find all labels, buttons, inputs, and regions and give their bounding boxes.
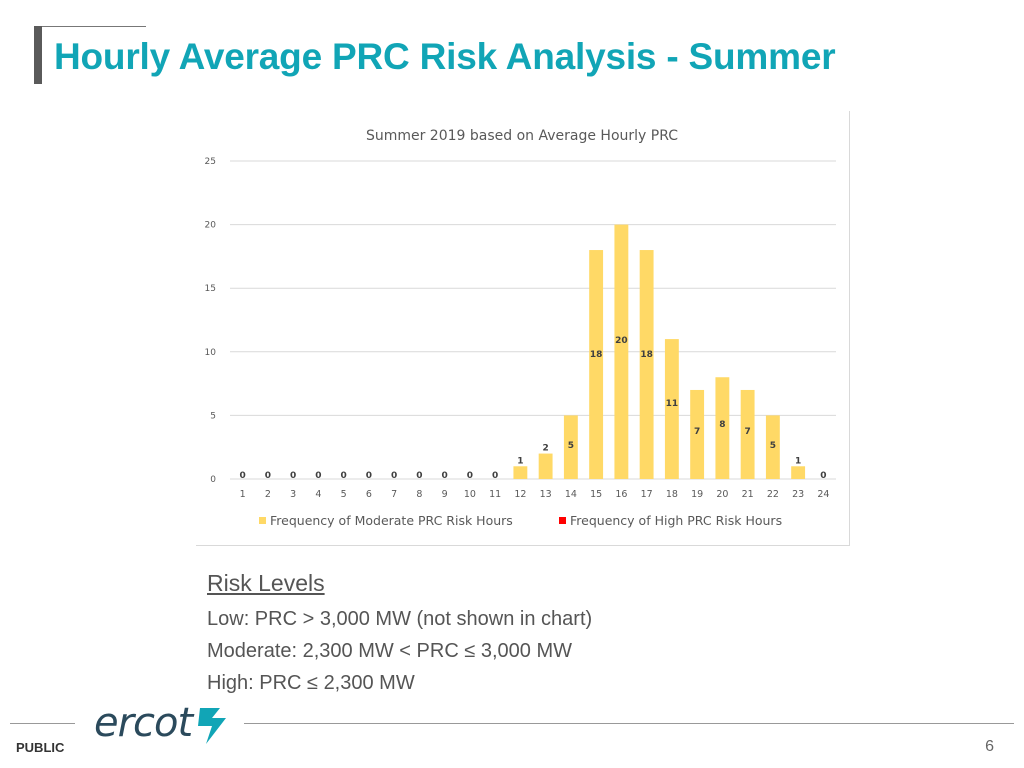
x-tick-label: 16 [615, 489, 627, 500]
prc-risk-bar-chart: Summer 2019 based on Average Hourly PRC … [205, 128, 836, 528]
data-label-hour-21: 7 [744, 427, 750, 437]
x-tick-label: 20 [716, 489, 728, 500]
x-tick-label: 5 [341, 489, 347, 500]
x-tick-label: 3 [290, 489, 296, 500]
data-label-hour-5: 0 [340, 471, 346, 481]
bar-hour-21 [740, 389, 755, 479]
x-tick-label: 23 [792, 489, 804, 500]
x-tick-label: 8 [416, 489, 422, 500]
data-label-hour-17: 18 [640, 350, 653, 360]
page-title: Hourly Average PRC Risk Analysis - Summe… [54, 36, 836, 77]
footer-rule-left [10, 723, 75, 724]
data-label-hour-4: 0 [315, 471, 321, 481]
title-rule [38, 26, 146, 27]
x-tick-label: 9 [442, 489, 448, 500]
x-tick-label: 11 [489, 489, 501, 500]
legend-swatch-high [559, 517, 566, 524]
data-label-hour-23: 1 [795, 456, 801, 466]
data-label-hour-3: 0 [290, 471, 296, 481]
y-tick-label: 25 [205, 157, 216, 167]
data-label-hour-18: 11 [666, 399, 679, 409]
data-label-hour-1: 0 [239, 471, 245, 481]
bar-hour-18 [664, 339, 679, 479]
x-tick-label: 14 [565, 489, 577, 500]
x-tick-label: 2 [265, 489, 271, 500]
page-number: 6 [985, 738, 994, 755]
data-label-hour-12: 1 [517, 456, 523, 466]
data-label-hour-7: 0 [391, 471, 397, 481]
x-tick-label: 7 [391, 489, 397, 500]
bar-hour-17 [639, 250, 654, 479]
data-label-hour-11: 0 [492, 471, 498, 481]
bar-hour-15 [589, 250, 604, 479]
risk-levels-heading: Risk Levels [207, 570, 325, 596]
data-label-hour-19: 7 [694, 427, 700, 437]
data-label-hour-8: 0 [416, 471, 422, 481]
x-tick-label: 10 [464, 489, 476, 500]
data-label-hour-22: 5 [770, 441, 776, 451]
y-tick-label: 15 [205, 284, 216, 294]
chart-title: Summer 2019 based on Average Hourly PRC [366, 128, 678, 144]
bar-hour-23 [791, 466, 806, 479]
x-tick-label: 21 [742, 489, 754, 500]
data-label-hour-24: 0 [820, 471, 826, 481]
ercot-logo: ercot [94, 700, 226, 746]
data-label-hour-9: 0 [441, 471, 447, 481]
data-label-hour-10: 0 [467, 471, 473, 481]
y-tick-label: 0 [210, 475, 216, 485]
chart-frame: Summer 2019 based on Average Hourly PRC … [196, 111, 850, 546]
x-tick-label: 15 [590, 489, 602, 500]
x-tick-label: 22 [767, 489, 779, 500]
footer-classification: PUBLIC [16, 740, 65, 755]
x-tick-label: 17 [641, 489, 653, 500]
x-tick-label: 19 [691, 489, 703, 500]
bar-hour-12 [513, 466, 528, 479]
x-tick-label: 4 [315, 489, 321, 500]
y-tick-label: 20 [205, 221, 217, 231]
x-tick-label: 12 [514, 489, 526, 500]
logo-bolt-icon [198, 708, 226, 744]
logo-wordmark: ercot [94, 700, 195, 746]
bar-hour-20 [715, 377, 730, 479]
data-label-hour-20: 8 [719, 420, 725, 430]
x-tick-label: 18 [666, 489, 678, 500]
data-label-hour-2: 0 [265, 471, 271, 481]
x-tick-label: 1 [240, 489, 246, 500]
x-tick-label: 6 [366, 489, 372, 500]
y-tick-label: 5 [210, 411, 216, 421]
bar-hour-14 [563, 415, 578, 479]
data-label-hour-6: 0 [366, 471, 372, 481]
y-tick-label: 10 [205, 348, 217, 358]
legend-label-high: Frequency of High PRC Risk Hours [570, 513, 782, 528]
risk-levels-box: Risk Levels Low: PRC > 3,000 MW (not sho… [207, 570, 592, 699]
bar-hour-16 [614, 224, 629, 479]
legend-label-moderate: Frequency of Moderate PRC Risk Hours [270, 513, 513, 528]
bar-hour-19 [690, 389, 705, 479]
risk-level-high: High: PRC ≤ 2,300 MW [207, 672, 415, 694]
x-tick-label: 24 [817, 489, 829, 500]
x-tick-label: 13 [540, 489, 552, 500]
data-label-hour-14: 5 [568, 441, 574, 451]
data-label-hour-15: 18 [590, 350, 603, 360]
data-label-hour-16: 20 [615, 336, 628, 346]
bar-hour-13 [538, 453, 553, 479]
risk-level-low: Low: PRC > 3,000 MW (not shown in chart) [207, 608, 593, 630]
legend-swatch-moderate [259, 517, 266, 524]
bar-hour-22 [765, 415, 780, 479]
title-accent-bar [34, 26, 42, 84]
risk-level-moderate: Moderate: 2,300 MW < PRC ≤ 3,000 MW [207, 640, 572, 662]
data-label-hour-13: 2 [542, 444, 548, 454]
footer-rule-right [244, 723, 1014, 724]
